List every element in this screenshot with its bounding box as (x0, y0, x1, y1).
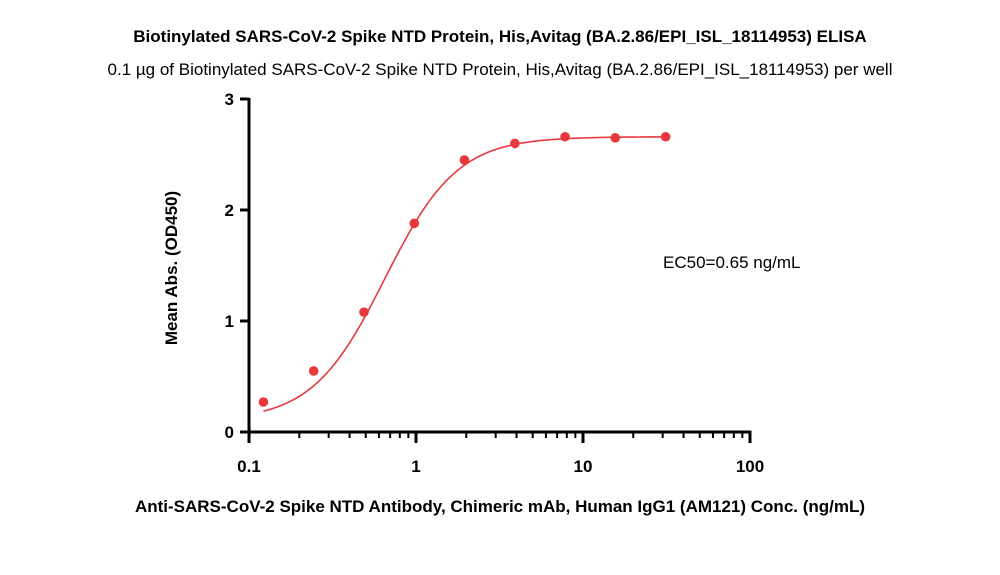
data-points-layer (258, 131, 671, 407)
fit-curve (263, 136, 666, 413)
axes: 0 1 2 3 0.1 1 10 100 (225, 90, 765, 476)
data-point (610, 133, 621, 143)
x-tick-label: 10 (574, 457, 593, 476)
data-point (459, 155, 470, 165)
y-tick-label: 2 (225, 201, 234, 220)
data-point (560, 131, 570, 142)
y-tick-label: 0 (225, 423, 234, 442)
data-point (308, 366, 319, 376)
y-axis-label: Mean Abs. (OD450) (162, 191, 181, 345)
data-point (409, 218, 420, 229)
chart-title: Biotinylated SARS-CoV-2 Spike NTD Protei… (133, 27, 867, 46)
x-axis-label: Anti-SARS-CoV-2 Spike NTD Antibody, Chim… (134, 497, 866, 516)
data-point (660, 131, 671, 142)
x-tick-label: 0.1 (237, 457, 261, 476)
chart-subtitle: 0.1 µg of Biotinylated SARS-CoV-2 Spike … (107, 60, 893, 79)
x-tick-label: 1 (411, 457, 420, 476)
x-tick-label: 100 (736, 457, 764, 476)
fit-curve-layer (263, 136, 666, 413)
y-tick-label: 3 (225, 90, 234, 109)
data-point (510, 138, 520, 149)
data-point (359, 307, 369, 317)
y-tick-label: 1 (225, 312, 234, 331)
data-point (258, 397, 269, 407)
ec50-annotation: EC50=0.65 ng/mL (663, 253, 801, 272)
